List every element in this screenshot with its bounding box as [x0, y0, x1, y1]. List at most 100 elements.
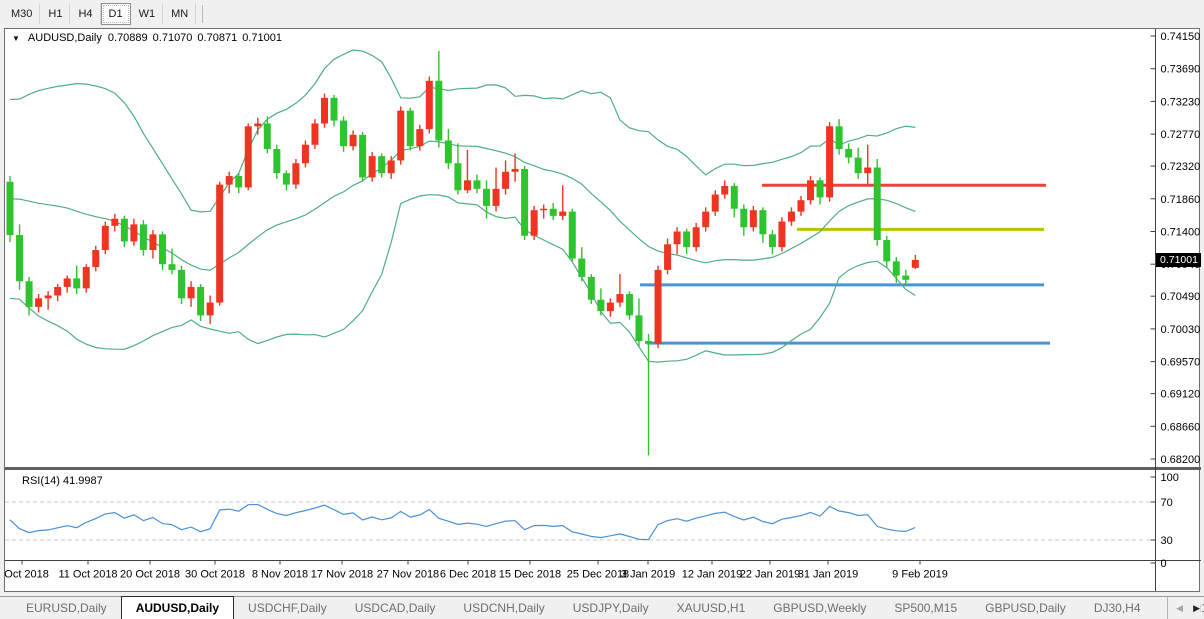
candle-body: [454, 163, 462, 191]
candle-body: [216, 184, 224, 303]
timeframe-button-h1[interactable]: H1: [40, 2, 71, 25]
candle-body: [444, 140, 452, 164]
date-label: 9 Feb 2019: [892, 569, 948, 581]
candle-body: [206, 302, 214, 316]
tab-scroll-right-icon[interactable]: ▶: [1193, 602, 1200, 613]
candle-body: [606, 302, 614, 312]
timeframe-button-m30[interactable]: M30: [3, 2, 41, 25]
candle-body: [35, 298, 43, 307]
rsi-level-lines: [5, 501, 1155, 541]
candle-body: [397, 110, 405, 161]
tab-usdcnh-daily[interactable]: USDCNH,Daily: [463, 601, 545, 615]
candle-body: [568, 211, 576, 259]
tab-xauusd-h1[interactable]: XAUUSD,H1: [676, 601, 746, 615]
chart-window[interactable]: 0.74150 0.73690 0.73230 0.72770 0.72320 0.718…: [4, 28, 1201, 592]
candle-body: [244, 126, 252, 188]
price-label: 0.69570: [1161, 357, 1201, 369]
chart-title: ▼ AUDUSD,Daily 0.70889 0.71070 0.70871 0…: [12, 32, 282, 44]
candle-body: [378, 156, 386, 174]
candle-body: [130, 224, 138, 242]
candles-layer: [6, 50, 919, 456]
price-label: 0.72320: [1161, 161, 1201, 173]
candle-body: [92, 249, 100, 268]
date-label: 15 Dec 2018: [499, 569, 561, 581]
chart-canvas[interactable]: 0.74150 0.73690 0.73230 0.72770 0.72320 0.718…: [5, 29, 1201, 591]
candle-body: [787, 211, 795, 222]
candle-body: [511, 168, 519, 172]
candle-body: [597, 299, 605, 312]
candle-body: [587, 276, 595, 300]
price-label: 0.73690: [1161, 64, 1201, 76]
date-label: 22 Jan 2019: [740, 569, 801, 581]
horizontal-line-objects[interactable]: [640, 183, 1050, 345]
chart-frame: [5, 29, 1201, 591]
timeframe-button-w1[interactable]: W1: [131, 2, 164, 25]
candle-body: [235, 176, 243, 188]
price-label: 0.71860: [1161, 194, 1201, 206]
rsi-scale-label: 30: [1161, 535, 1173, 547]
tab-gbpusd-daily[interactable]: GBPUSD,Daily: [985, 601, 1066, 615]
quote-open: 0.70889: [107, 32, 148, 44]
candle-body: [197, 286, 205, 316]
date-label: 27 Nov 2018: [377, 569, 439, 581]
date-label: 11 Oct 2018: [58, 569, 117, 581]
candle-body: [463, 180, 471, 191]
candle-body: [645, 340, 653, 344]
candle-body: [625, 294, 633, 316]
price-label: 0.69120: [1161, 389, 1201, 401]
candle-body: [73, 278, 81, 289]
tab-usdcad-daily[interactable]: USDCAD,Daily: [354, 601, 436, 615]
price-label: 0.73230: [1161, 96, 1201, 108]
timeframe-button-h4[interactable]: H4: [70, 2, 101, 25]
candle-body: [854, 157, 862, 174]
candle-body: [902, 275, 910, 280]
symbol-dropdown-icon[interactable]: ▼: [12, 33, 20, 43]
rsi-indicator-label: RSI(14) 41.9987: [22, 475, 103, 487]
tab-eurusd-daily[interactable]: EURUSD,Daily: [26, 601, 107, 615]
timeframe-button-d1[interactable]: D1: [100, 2, 131, 25]
date-label: 20 Oct 2018: [120, 569, 180, 581]
candle-body: [254, 123, 262, 127]
candle-body: [435, 80, 443, 141]
date-label: 30 Oct 2018: [185, 569, 245, 581]
tab-usdjpy-daily[interactable]: USDJPY,Daily: [572, 601, 649, 615]
bollinger-lower: [9, 194, 916, 363]
candle-body: [664, 244, 672, 270]
tab-sp500-m15[interactable]: SP500,M15: [894, 601, 958, 615]
tab-scroll-left-icon[interactable]: ◀: [1176, 602, 1184, 613]
date-label: 25 Dec 2018: [567, 569, 629, 581]
current-price-tag: 0.71001: [1156, 252, 1201, 267]
price-label: 0.68200: [1161, 454, 1201, 466]
rsi-layer: [9, 503, 916, 541]
rsi-scale-label: 100: [1161, 472, 1179, 484]
tab-dj30-h4[interactable]: DJ30,H4: [1093, 601, 1141, 615]
tab-gbpusd-weekly[interactable]: GBPUSD,Weekly: [773, 601, 867, 615]
candle-body: [540, 208, 548, 211]
pane-splitter[interactable]: [5, 467, 1201, 470]
candle-body: [778, 221, 786, 248]
timeframe-toolbar: M30 H1 H4 D1 W1 MN: [0, 0, 1204, 27]
tab-audusd-daily[interactable]: AUDUSD,Daily: [120, 596, 235, 619]
candle-body: [740, 208, 748, 228]
candle-body: [158, 234, 166, 265]
candle-body: [178, 269, 186, 299]
timeframe-button-mn[interactable]: MN: [163, 2, 197, 25]
candle-body: [25, 281, 33, 307]
candle-body: [521, 168, 529, 236]
candle-body: [16, 235, 24, 282]
bollinger-bands: [9, 49, 916, 363]
tab-usdchf-daily[interactable]: USDCHF,Daily: [248, 601, 327, 615]
price-axis[interactable]: 0.74150 0.73690 0.73230 0.72770 0.72320 0.718…: [1150, 31, 1201, 570]
candle-body: [44, 295, 52, 299]
candle-body: [549, 208, 557, 216]
date-label: 8 Nov 2018: [252, 569, 308, 581]
candle-body: [635, 315, 643, 341]
tab-scroll-arrows: ◀ ▶: [1167, 597, 1200, 619]
candle-body: [149, 234, 157, 250]
candle-body: [320, 97, 328, 124]
candle-body: [292, 163, 300, 185]
candle-body: [349, 134, 357, 147]
candle-body: [692, 227, 700, 248]
candle-body: [225, 176, 233, 185]
